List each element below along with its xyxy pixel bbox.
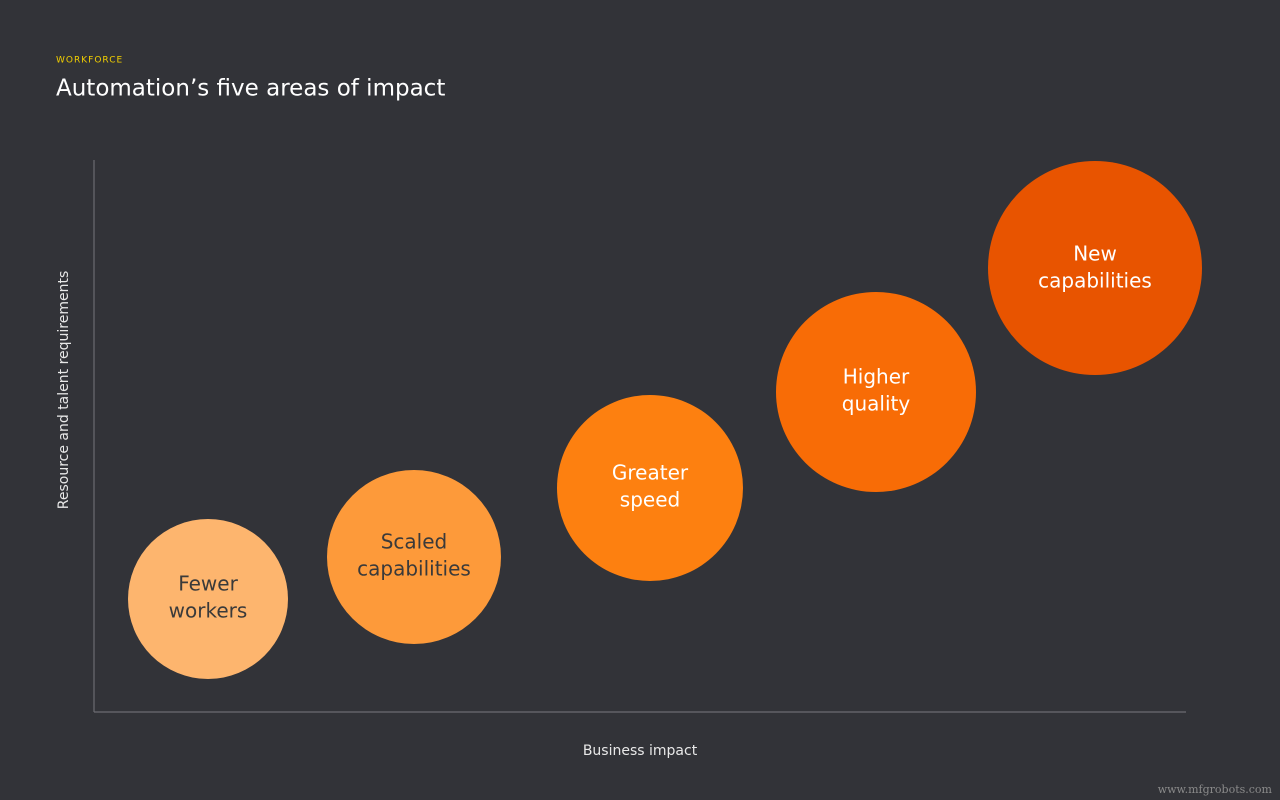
x-axis-label: Business impact [583,743,698,759]
node: Greater speed [557,395,743,581]
node-label: Scaled [381,530,448,554]
node-circle [557,395,743,581]
node-circle [128,519,288,679]
watermark: www.mfgrobots.com [1158,783,1273,796]
node-label: Greater [612,461,689,485]
node-label: quality [842,392,911,416]
node-circle [776,292,976,492]
node-label: New [1073,242,1117,266]
node-circle [988,161,1202,375]
node-label: workers [169,599,248,623]
eyebrow: WORKFORCE [56,56,123,66]
node: New capabilities [988,161,1202,375]
node-label: Fewer [178,572,238,596]
node: Fewer workers [128,519,288,679]
node-label: speed [620,488,680,512]
node-circle [327,470,501,644]
node-label: Higher [843,365,910,389]
node-label: capabilities [1038,269,1152,293]
node-label: capabilities [357,557,471,581]
node: Higher quality [776,292,976,492]
title: Automation’s five areas of impact [56,76,445,102]
y-axis-label: Resource and talent requirements [56,271,72,510]
node: Scaled capabilities [327,470,501,644]
